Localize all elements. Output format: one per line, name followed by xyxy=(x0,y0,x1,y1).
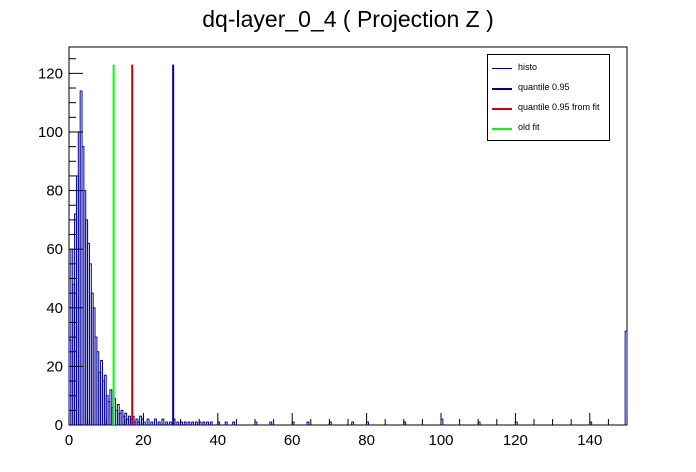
y-tick-label-6: 120 xyxy=(38,65,63,82)
x-tick-label-5: 100 xyxy=(428,432,453,449)
histogram-bar-54 xyxy=(194,421,198,426)
y-tick-label-3: 60 xyxy=(46,241,63,258)
histogram-bar-67 xyxy=(351,421,355,426)
histogram-bar-42 xyxy=(150,421,154,426)
histogram-bar-41 xyxy=(146,418,150,426)
histogram-bar-57 xyxy=(206,421,209,426)
legend-item-quantile-fit: quantile 0.95 from fit xyxy=(488,99,609,119)
histogram-bar-56 xyxy=(202,421,206,426)
legend-item-old-fit: old fit xyxy=(488,119,609,139)
legend: histo quantile 0.95 quantile 0.95 from f… xyxy=(487,54,610,141)
histogram-bar-53 xyxy=(191,421,195,426)
histogram-bar-61 xyxy=(232,421,236,426)
legend-label-histo: histo xyxy=(518,62,538,72)
histogram-bar-44 xyxy=(157,421,161,426)
y-tick-label-1: 20 xyxy=(46,358,63,375)
legend-swatch-quantile-fit xyxy=(492,108,512,110)
legend-swatch-old-fit xyxy=(492,128,512,130)
legend-swatch-quantile xyxy=(492,88,512,90)
x-tick-label-6: 120 xyxy=(503,432,528,449)
histogram-bar-60 xyxy=(224,421,228,426)
histogram-bar-43 xyxy=(154,418,157,426)
histogram-bar-46 xyxy=(165,421,169,426)
x-tick-label-1: 20 xyxy=(135,432,152,449)
histogram-bar-58 xyxy=(209,421,213,426)
y-tick-label-5: 100 xyxy=(38,124,63,141)
chart-title: dq-layer_0_4 ( Projection Z ) xyxy=(202,6,494,32)
legend-item-quantile: quantile 0.95 xyxy=(488,79,609,99)
x-tick-label-7: 140 xyxy=(577,432,602,449)
y-tick-label-2: 40 xyxy=(46,300,63,317)
x-tick-label-4: 80 xyxy=(358,432,375,449)
histogram-bar-49 xyxy=(176,421,180,426)
x-tick-label-0: 0 xyxy=(65,432,73,449)
x-tick-label-3: 60 xyxy=(284,432,301,449)
legend-label-quantile: quantile 0.95 xyxy=(518,82,570,92)
histogram-bar-51 xyxy=(183,421,187,426)
legend-label-old-fit: old fit xyxy=(518,122,540,132)
histogram-bar-74 xyxy=(624,330,628,426)
legend-label-quantile-fit: quantile 0.95 from fit xyxy=(518,102,600,112)
histogram-bar-63 xyxy=(269,421,273,426)
histogram-bar-47 xyxy=(168,421,172,426)
x-tick-label-2: 40 xyxy=(209,432,226,449)
y-tick-label-4: 80 xyxy=(46,183,63,200)
legend-swatch-histo xyxy=(492,68,512,69)
y-tick-label-0: 0 xyxy=(55,417,63,434)
histogram-bar-65 xyxy=(306,421,310,426)
legend-item-histo: histo xyxy=(488,59,609,79)
histogram-bar-52 xyxy=(187,421,191,426)
